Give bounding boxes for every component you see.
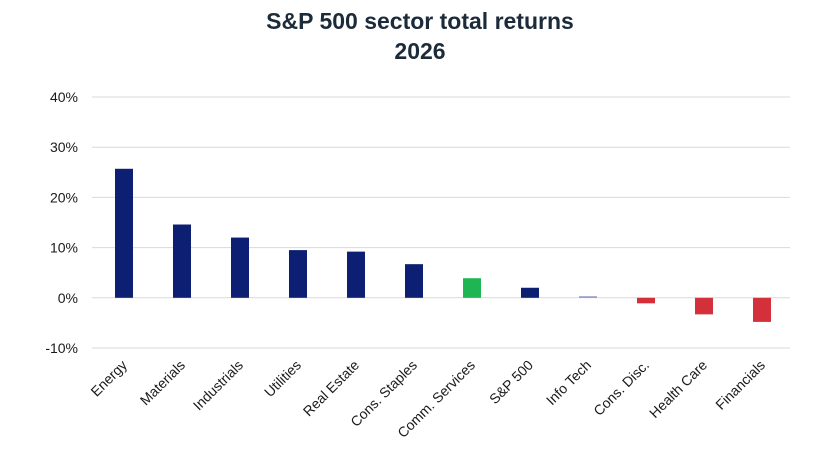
x-tick-label: Health Care (646, 357, 710, 421)
bar-utilities (289, 250, 307, 298)
bar-financials (753, 297, 771, 322)
bar-s-p-500 (521, 287, 539, 298)
x-tick-label: S&P 500 (486, 357, 536, 407)
y-axis: -10% 0% 10% 20% 30% 40% (45, 89, 78, 356)
y-tick-label: -10% (45, 340, 78, 356)
x-axis: Energy Materials Industrials UtilitiesReal … (87, 357, 768, 441)
bar-cons-disc (637, 297, 655, 304)
y-tick-label: 20% (50, 189, 78, 205)
bar-comm-services (463, 278, 481, 298)
x-tick-label: Industrials (190, 357, 246, 413)
gridlines (92, 96, 790, 349)
x-tick-label: Financials (712, 357, 768, 413)
bar-energy (115, 168, 133, 298)
chart-title: S&P 500 sector total returns (266, 8, 574, 34)
x-tick-label: Utilities (261, 357, 304, 400)
y-tick-label: 0% (58, 290, 78, 306)
x-tick-label: Cons. Disc. (590, 357, 652, 419)
chart-subtitle: 2026 (394, 38, 446, 64)
bar-info-tech (579, 296, 597, 298)
x-tick-label: Energy (87, 357, 130, 400)
bar-cons-staples (405, 264, 423, 298)
y-tick-label: 40% (50, 89, 78, 105)
bar-industrials (231, 237, 249, 298)
x-tick-label: Materials (137, 357, 188, 408)
y-tick-label: 30% (50, 139, 78, 155)
bars (115, 168, 771, 322)
bar-health-care (695, 297, 713, 315)
x-tick-label: Real Estate (300, 357, 363, 420)
bar-real-estate (347, 251, 365, 298)
y-tick-label: 10% (50, 240, 78, 256)
x-tick-label: Info Tech (543, 357, 594, 408)
bar-materials (173, 224, 191, 298)
chart-title-block: S&P 500 sector total returns 2026 (0, 6, 840, 66)
